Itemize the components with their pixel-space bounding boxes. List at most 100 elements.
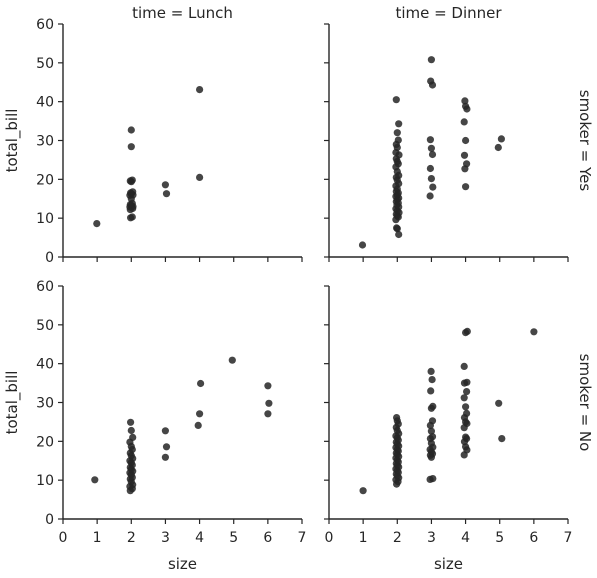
scatter-point xyxy=(129,188,137,196)
scatter-point xyxy=(428,433,437,441)
panel-dinner-smoker-no: 0 1 2 3 4 5 6 7 smoker = No size xyxy=(324,285,594,573)
y-tick-label: 30 xyxy=(36,396,54,412)
x-axis-label: size xyxy=(168,555,197,573)
scatter-point xyxy=(463,388,471,396)
scatter-point xyxy=(228,356,236,364)
facet-column-title: time = Dinner xyxy=(395,4,502,22)
y-tick-label: 60 xyxy=(36,279,54,295)
x-tick-label: 5 xyxy=(495,530,504,546)
scatter-point xyxy=(429,475,437,483)
x-tick-label: 5 xyxy=(229,530,238,546)
scatter-point xyxy=(161,453,169,461)
scatter-point xyxy=(428,376,436,384)
scatter-point xyxy=(495,399,503,407)
scatter-point xyxy=(196,173,204,181)
x-axis-label: size xyxy=(434,555,463,573)
x-tick-label: 2 xyxy=(127,530,136,546)
y-tick-label: 20 xyxy=(36,434,54,450)
scatter-point xyxy=(127,426,135,435)
scatter-point xyxy=(461,97,469,105)
x-tick-label: 7 xyxy=(298,530,307,546)
scatter-point xyxy=(162,190,171,198)
scatter-point xyxy=(264,382,272,390)
scatter-point xyxy=(394,136,402,144)
scatter-point xyxy=(127,418,135,426)
scatter-point xyxy=(460,118,468,126)
scatter-point xyxy=(460,362,468,370)
scatter-point xyxy=(428,150,437,159)
facet-row-label: smoker = No xyxy=(576,354,594,452)
scatter-point xyxy=(161,181,169,189)
scatter-point xyxy=(358,241,367,249)
scatter-point xyxy=(264,410,272,418)
scatter-point xyxy=(427,175,435,183)
facet-row-label: smoker = Yes xyxy=(576,90,594,192)
scatter-point xyxy=(463,327,471,335)
scatter-point xyxy=(426,164,434,173)
scatter-point xyxy=(460,394,468,402)
y-tick-label: 40 xyxy=(36,357,54,373)
x-tick-label: 6 xyxy=(529,530,538,546)
y-tick-label: 10 xyxy=(36,211,54,227)
scatter-point xyxy=(530,328,538,336)
scatter-point xyxy=(429,183,437,191)
scatter-point xyxy=(393,414,401,422)
scatter-point xyxy=(427,77,435,85)
y-tick-label: 40 xyxy=(36,95,54,111)
y-tick-label: 0 xyxy=(45,250,54,266)
panel-lunch-smoker-yes: 0 10 20 30 40 50 60 time = Lunch total_bill xyxy=(3,4,303,266)
scatter-point xyxy=(460,151,469,159)
scatter-point xyxy=(93,220,101,228)
scatter-point xyxy=(462,433,470,441)
y-tick-label: 50 xyxy=(36,318,54,334)
scatter-point xyxy=(427,427,435,435)
x-tick-label: 4 xyxy=(461,530,470,546)
scatter-point xyxy=(462,403,470,411)
scatter-point xyxy=(395,120,403,128)
scatter-point xyxy=(359,487,367,495)
x-tick-label: 2 xyxy=(393,530,402,546)
scatter-point xyxy=(127,143,135,151)
x-tick-label: 7 xyxy=(564,530,573,546)
x-tick-label: 3 xyxy=(161,530,170,546)
x-tick-label: 4 xyxy=(195,530,204,546)
scatter-point xyxy=(196,86,204,94)
x-tick-label: 3 xyxy=(427,530,436,546)
y-tick-label: 10 xyxy=(36,473,54,489)
x-tick-label: 1 xyxy=(359,530,368,546)
scatter-point xyxy=(427,387,435,395)
scatter-point xyxy=(392,96,400,104)
y-tick-label: 60 xyxy=(36,17,54,33)
scatter-point xyxy=(427,367,435,375)
scatter-point xyxy=(395,230,403,239)
scatter-point xyxy=(462,136,470,145)
y-tick-label: 20 xyxy=(36,172,54,188)
scatter-point xyxy=(91,476,99,484)
scatter-point xyxy=(462,102,470,110)
x-tick-label: 1 xyxy=(93,530,102,546)
y-axis-label: total_bill xyxy=(3,371,22,435)
scatter-point xyxy=(463,409,471,417)
scatter-point xyxy=(462,183,470,191)
scatter-point xyxy=(128,176,136,184)
scatter-point xyxy=(194,421,202,429)
scatter-point xyxy=(162,443,171,451)
scatter-point xyxy=(463,378,471,386)
x-tick-label: 6 xyxy=(263,530,272,546)
scatter-point xyxy=(497,135,505,143)
scatter-point xyxy=(498,435,506,443)
scatter-point xyxy=(428,417,437,425)
scatter-point xyxy=(196,410,204,418)
x-tick-label: 0 xyxy=(59,530,68,546)
scatter-point xyxy=(429,402,437,410)
x-tick-label: 0 xyxy=(325,530,334,546)
scatter-point xyxy=(427,56,435,64)
scatter-point xyxy=(427,144,435,152)
facet-column-title: time = Lunch xyxy=(132,4,233,22)
scatter-point xyxy=(426,136,434,144)
y-tick-label: 50 xyxy=(36,56,54,72)
scatter-point xyxy=(129,433,137,441)
scatter-point xyxy=(265,399,273,407)
scatter-point xyxy=(127,126,135,134)
